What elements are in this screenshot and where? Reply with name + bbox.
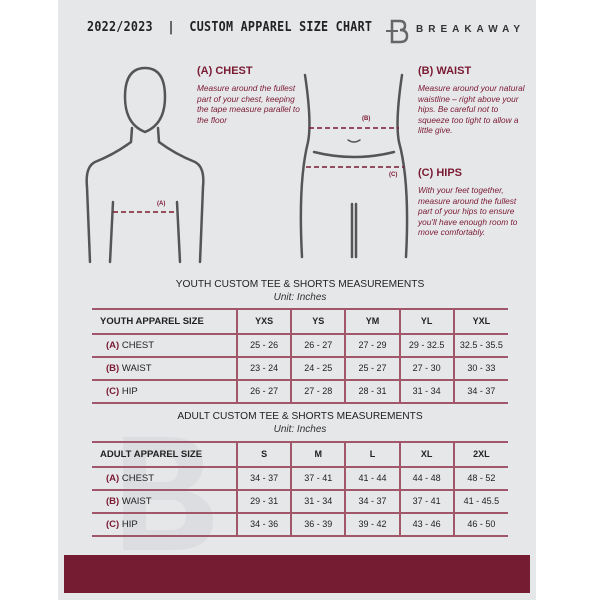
size-column-header: YXL (452, 308, 508, 335)
size-column-header: L (344, 441, 400, 468)
measurement-code: (A) (106, 340, 120, 351)
table-cell: 43 - 46 (398, 513, 454, 537)
table-header-row: YOUTH APPAREL SIZE YXS YS YM YL YXL (92, 308, 508, 335)
table-cell: 36 - 39 (290, 513, 346, 537)
measurement-name: CHEST (121, 340, 155, 351)
waist-heading: (B) WAIST (418, 65, 472, 77)
measurement-name: HIP (121, 386, 138, 397)
hips-instructions: With your feet together, measure around … (418, 185, 518, 237)
table-cell: 27 - 30 (398, 357, 454, 381)
size-column-header: YS (290, 308, 346, 335)
waist-mark: (B) (362, 116, 371, 122)
adult-section-title: ADULT CUSTOM TEE & SHORTS MEASUREMENTS (177, 411, 423, 422)
measurement-name: WAIST (121, 496, 152, 507)
chest-heading: (A) CHEST (197, 65, 253, 77)
table-cell: 32.5 - 35.5 (452, 334, 508, 358)
table-cell: 34 - 37 (235, 467, 292, 491)
table-cell: 37 - 41 (398, 490, 454, 514)
table-row: (C) HIP 26 - 27 27 - 28 28 - 31 31 - 34 34 - … (92, 380, 508, 404)
table-cell: 29 - 31 (235, 490, 292, 514)
row-header-label: ADULT APPAREL SIZE (92, 441, 237, 468)
size-column-header: YM (344, 308, 400, 335)
page-title: 2022/2023 | CUSTOM APPAREL SIZE CHART (87, 20, 373, 35)
hips-heading: (C) HIPS (418, 167, 462, 179)
footer-band (64, 555, 530, 593)
size-column-header: 2XL (452, 441, 508, 468)
table-cell: 23 - 24 (235, 357, 292, 381)
chest-mark: (A) (157, 201, 166, 207)
table-cell: 37 - 41 (290, 467, 346, 491)
measurement-label: (B) WAIST (92, 357, 237, 381)
table-cell: 27 - 28 (290, 380, 346, 404)
youth-section-title: YOUTH CUSTOM TEE & SHORTS MEASUREMENTS (175, 279, 425, 290)
youth-size-table: YOUTH APPAREL SIZE YXS YS YM YL YXL (A) CHEST 2… (92, 308, 508, 404)
table-cell: 28 - 31 (344, 380, 400, 404)
chest-figure (85, 66, 205, 264)
chest-instructions: Measure around the fullest part of your … (197, 83, 300, 125)
measurement-code: (C) (106, 519, 120, 530)
size-column-header: M (290, 441, 346, 468)
waist-hips-figure (299, 73, 409, 259)
measurement-code: (B) (106, 363, 120, 374)
size-column-header: YXS (235, 308, 292, 335)
measurement-code: (A) (106, 473, 120, 484)
measurement-label: (C) HIP (92, 380, 237, 404)
table-cell: 26 - 27 (290, 334, 346, 358)
table-row: (B) WAIST 29 - 31 31 - 34 34 - 37 37 - 41 41 … (92, 490, 508, 514)
measurement-code: (B) (106, 496, 120, 507)
size-column-header: XL (398, 441, 454, 468)
adult-size-table: ADULT APPAREL SIZE S M L XL 2XL (A) CHEST 34 - … (92, 441, 508, 537)
table-cell: 34 - 37 (344, 490, 400, 514)
size-column-header: S (235, 441, 292, 468)
table-header-row: ADULT APPAREL SIZE S M L XL 2XL (92, 441, 508, 468)
table-cell: 24 - 25 (290, 357, 346, 381)
table-cell: 39 - 42 (344, 513, 400, 537)
measurement-label: (B) WAIST (92, 490, 237, 514)
table-row: (C) HIP 34 - 36 36 - 39 39 - 42 43 - 46 46 - … (92, 513, 508, 537)
table-cell: 31 - 34 (398, 380, 454, 404)
measurement-label: (A) CHEST (92, 467, 237, 491)
table-cell: 46 - 50 (452, 513, 508, 537)
table-cell: 25 - 26 (235, 334, 292, 358)
table-row: (A) CHEST 34 - 37 37 - 41 41 - 44 44 - 48 48 … (92, 467, 508, 491)
table-cell: 48 - 52 (452, 467, 508, 491)
waist-instructions: Measure around your natural waistline – … (418, 83, 525, 135)
measurement-label: (C) HIP (92, 513, 237, 537)
measurement-name: WAIST (121, 363, 152, 374)
measurement-code: (C) (106, 386, 120, 397)
adult-unit: Unit: Inches (273, 424, 327, 435)
table-cell: 34 - 37 (452, 380, 508, 404)
measurement-name: CHEST (121, 473, 155, 484)
table-cell: 25 - 27 (344, 357, 400, 381)
size-column-header: YL (398, 308, 454, 335)
row-header-label: YOUTH APPAREL SIZE (92, 308, 237, 335)
table-cell: 34 - 36 (235, 513, 292, 537)
table-cell: 31 - 34 (290, 490, 346, 514)
table-cell: 41 - 44 (344, 467, 400, 491)
table-cell: 30 - 33 (452, 357, 508, 381)
table-row: (B) WAIST 23 - 24 24 - 25 25 - 27 27 - 30 30 … (92, 357, 508, 381)
table-cell: 27 - 29 (344, 334, 400, 358)
table-cell: 41 - 45.5 (452, 490, 508, 514)
table-cell: 44 - 48 (398, 467, 454, 491)
breakaway-logo (386, 19, 409, 44)
hips-mark: (C) (389, 172, 398, 178)
brand-name: BREAKAWAY (416, 24, 526, 35)
measurement-name: HIP (121, 519, 138, 530)
measurement-label: (A) CHEST (92, 334, 237, 358)
youth-unit: Unit: Inches (273, 292, 327, 303)
table-cell: 26 - 27 (235, 380, 292, 404)
table-row: (A) CHEST 25 - 26 26 - 27 27 - 29 29 - 32.5 3… (92, 334, 508, 358)
table-cell: 29 - 32.5 (398, 334, 454, 358)
